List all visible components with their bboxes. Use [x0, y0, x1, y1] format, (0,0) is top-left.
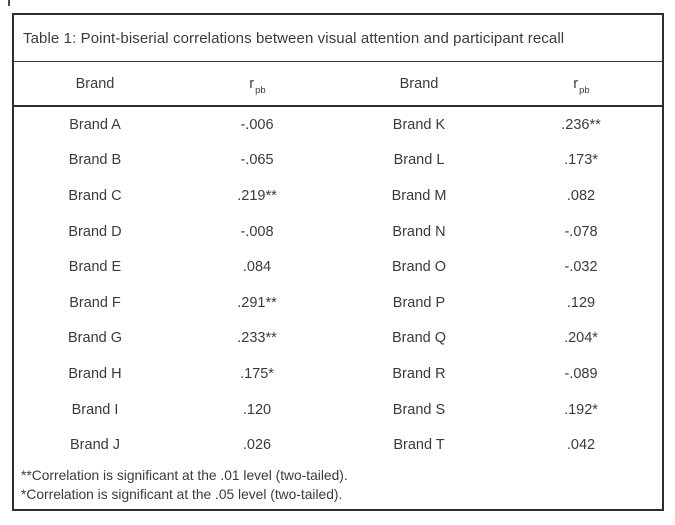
rpb-value-cell: .026 — [242, 437, 272, 454]
footnote-01-level: **Correlation is significant at the .01 … — [21, 468, 348, 483]
rpb-value-cell: .084 — [242, 259, 272, 276]
rpb-value-cell: .082 — [566, 187, 596, 204]
brand-cell: Brand M — [391, 187, 447, 204]
rpb-value-cell: .236** — [561, 116, 601, 133]
brand-cell: Brand N — [392, 223, 446, 240]
brand-cell: Brand S — [392, 401, 446, 418]
scan-artifact-mark — [8, 0, 10, 6]
brand-cell: Brand I — [71, 401, 119, 418]
header-brand-right: Brand — [399, 75, 439, 92]
rpb-value-cell: .175* — [240, 365, 274, 382]
rpb-value-cell: .192* — [564, 401, 598, 418]
brand-cell: Brand T — [393, 437, 445, 454]
correlation-table: Table 1: Point-biserial correlations bet… — [12, 13, 664, 511]
brand-cell: Brand O — [392, 259, 446, 276]
brand-cell: Brand J — [70, 437, 120, 454]
rpb-value-cell: -.008 — [240, 223, 274, 240]
rpb-value-cell: -.006 — [240, 116, 274, 133]
rpb-base: r — [573, 75, 579, 92]
table-row: Brand F .291** Brand P .129 — [14, 285, 662, 321]
brand-cell: Brand L — [393, 152, 445, 169]
table-body: Brand A -.006 Brand K .236** Brand B -.065 Bra… — [14, 107, 662, 463]
table-title: Table 1: Point-biserial correlations bet… — [14, 15, 662, 62]
footnote-section: **Correlation is significant at the .01 … — [14, 463, 662, 509]
rpb-value-cell: .129 — [566, 294, 596, 311]
rpb-subscript: pb — [579, 84, 590, 96]
rpb-value-cell: -.032 — [564, 259, 598, 276]
brand-cell: Brand C — [68, 187, 122, 204]
rpb-value-cell: .219** — [237, 187, 277, 204]
brand-cell: Brand P — [392, 294, 446, 311]
brand-cell: Brand Q — [392, 330, 446, 347]
header-rpb-right: rpb — [500, 75, 662, 96]
rpb-value-cell: -.065 — [240, 152, 274, 169]
table-row: Brand H .175* Brand R -.089 — [14, 356, 662, 392]
rpb-value-cell: -.078 — [564, 223, 598, 240]
table-row: Brand I .120 Brand S .192* — [14, 392, 662, 428]
brand-cell: Brand B — [68, 152, 122, 169]
table-row: Brand A -.006 Brand K .236** — [14, 107, 662, 143]
header-rpb-left: rpb — [176, 75, 338, 96]
table-row: Brand C .219** Brand M .082 — [14, 178, 662, 214]
brand-cell: Brand A — [69, 116, 121, 133]
brand-cell: Brand E — [68, 259, 122, 276]
table-row: Brand E .084 Brand O -.032 — [14, 249, 662, 285]
rpb-value-cell: .291** — [237, 294, 277, 311]
table-title-text: Table 1: Point-biserial correlations bet… — [23, 29, 565, 47]
rpb-value-cell: .042 — [566, 437, 596, 454]
table-row: Brand B -.065 Brand L .173* — [14, 143, 662, 179]
rpb-value-cell: .173* — [564, 152, 598, 169]
footnote-05-level: *Correlation is significant at the .05 l… — [21, 487, 343, 502]
brand-cell: Brand G — [68, 330, 122, 347]
table-header-row: Brand rpb Brand rpb — [14, 62, 662, 107]
rpb-value-cell: .204* — [564, 330, 598, 347]
rpb-value-cell: .233** — [237, 330, 277, 347]
table-row: Brand D -.008 Brand N -.078 — [14, 214, 662, 250]
header-brand-left: Brand — [75, 75, 115, 92]
table-row: Brand G .233** Brand Q .204* — [14, 321, 662, 357]
brand-cell: Brand F — [69, 294, 121, 311]
brand-cell: Brand D — [68, 223, 122, 240]
rpb-value-cell: .120 — [242, 401, 272, 418]
brand-cell: Brand H — [68, 365, 122, 382]
rpb-subscript: pb — [255, 84, 266, 96]
brand-cell: Brand R — [392, 365, 446, 382]
rpb-base: r — [249, 75, 255, 92]
table-row: Brand J .026 Brand T .042 — [14, 427, 662, 463]
brand-cell: Brand K — [392, 116, 446, 133]
rpb-value-cell: -.089 — [564, 365, 598, 382]
